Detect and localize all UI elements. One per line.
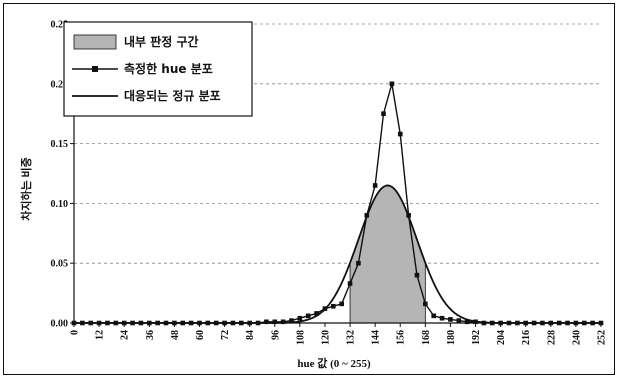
x-tick-label: 192 (471, 330, 482, 345)
x-tick-label: 36 (145, 330, 156, 340)
legend-area-swatch (73, 34, 117, 50)
x-tick-label: 108 (295, 330, 306, 345)
legend: 내부 판정 구간 측정한 hue 분포 대응되는 정규 분포 (63, 21, 253, 117)
measured-point (305, 313, 311, 319)
x-tick-label: 120 (320, 330, 331, 345)
measured-point (439, 315, 445, 321)
x-tick-label: 216 (521, 330, 532, 345)
y-tick-labels: 0.00 0.05 0.10 0.15 0.20 0.25 (51, 20, 69, 330)
x-axis-label: hue 값 (0 ~ 255) (297, 357, 371, 370)
normal-curve-line (74, 184, 601, 324)
measured-point (297, 315, 303, 321)
x-tick-label: 204 (496, 330, 507, 345)
x-tick-label: 132 (346, 330, 357, 345)
y-tick-label: 0.25 (51, 20, 69, 31)
measured-point (272, 319, 278, 325)
measured-point (389, 81, 395, 87)
measured-point (280, 319, 286, 325)
chart-frame: 0.00 0.05 0.10 0.15 0.20 0.25 0 12 24 36 48 60 72 84… (3, 3, 615, 375)
x-tick-label: 228 (546, 330, 557, 345)
x-tick-label: 24 (120, 330, 131, 340)
measured-point (331, 303, 336, 309)
measured-point (322, 306, 328, 311)
x-tick-label: 84 (245, 330, 256, 340)
measured-point (431, 313, 436, 319)
x-tick-labels: 0 12 24 36 48 60 72 84 96 108 120 132 144 156 168 180 19… (70, 330, 608, 345)
measured-point (448, 317, 453, 322)
measured-point (423, 301, 428, 307)
x-tick-label: 240 (571, 330, 582, 345)
x-tick-label: 156 (396, 330, 407, 345)
measured-point (414, 272, 420, 278)
y-tick-label: 0.05 (51, 259, 69, 270)
x-tick-label: 252 (597, 330, 608, 345)
measured-point (473, 319, 478, 325)
y-tick-label: 0.00 (51, 319, 69, 330)
x-tick-label: 12 (95, 330, 106, 340)
y-axis-label: 차지하는 비중 (19, 157, 33, 220)
measured-point (339, 301, 344, 307)
y-tick-label: 0.10 (51, 199, 69, 210)
measured-point (397, 131, 403, 137)
measured-point (289, 318, 294, 323)
x-tick-label: 72 (220, 330, 231, 340)
x-tick-label: 60 (195, 330, 206, 340)
measured-point (456, 318, 462, 323)
legend-marker-measured (92, 66, 98, 72)
y-tick-label: 0.20 (51, 79, 69, 90)
normal-curve (74, 184, 601, 324)
x-tick-label: 48 (170, 330, 181, 340)
hue-distribution-chart: 0.00 0.05 0.10 0.15 0.20 0.25 0 12 24 36 48 60 72 84… (19, 20, 608, 371)
x-tick-label: 168 (421, 330, 432, 345)
x-tick-label: 0 (70, 330, 81, 335)
x-tick-label: 96 (270, 330, 281, 340)
measured-point (406, 213, 411, 218)
legend-item-inner-region: 내부 판정 구간 (124, 34, 199, 49)
measured-point (381, 111, 386, 116)
measured-point (356, 260, 361, 266)
legend-item-normal: 대응되는 정규 분포 (124, 88, 221, 103)
measured-point (264, 319, 269, 325)
measured-point (464, 319, 470, 325)
x-tick-label: 144 (371, 330, 382, 345)
measured-point (372, 183, 378, 188)
y-tick-label: 0.15 (51, 139, 69, 150)
grid-lines (74, 23, 601, 264)
legend-item-measured: 측정한 hue 분포 (124, 61, 213, 76)
measured-point (347, 281, 353, 286)
measured-series (71, 81, 604, 326)
measured-point (364, 213, 370, 218)
measured-point (314, 311, 319, 316)
x-tick-label: 180 (446, 330, 457, 345)
